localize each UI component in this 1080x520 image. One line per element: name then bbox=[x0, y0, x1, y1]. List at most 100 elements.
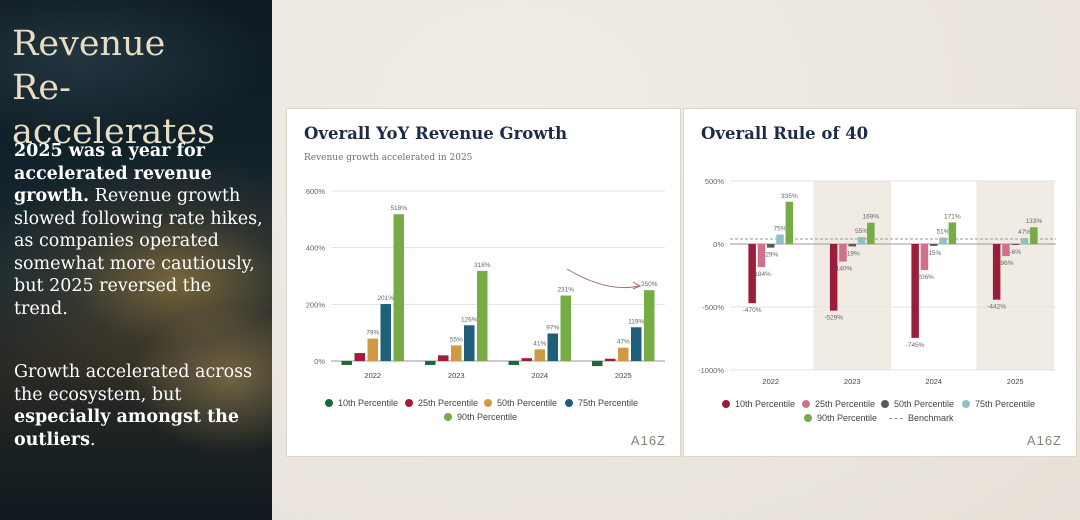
data-label: 41% bbox=[533, 340, 546, 347]
x-tick-label: 2025 bbox=[1007, 377, 1024, 386]
bar-10th-percentile-2025 bbox=[992, 244, 1001, 300]
bar-90th-percentile-2022 bbox=[393, 214, 404, 361]
legend-label: 10th Percentile bbox=[338, 398, 399, 408]
bar-50th-percentile-2025 bbox=[1011, 244, 1019, 245]
bar-25th-percentile-2023 bbox=[438, 355, 449, 361]
bar-10th-percentile-2024 bbox=[911, 244, 919, 338]
y-tick-label: 500% bbox=[705, 177, 725, 186]
background-texture bbox=[0, 0, 272, 140]
legend-50th-percentile: 50th Percentile bbox=[484, 398, 557, 408]
data-label: 47% bbox=[617, 339, 630, 346]
bar-90th-percentile-2023 bbox=[477, 270, 488, 361]
data-label: -745% bbox=[906, 342, 925, 349]
a16z-logo: A16Z bbox=[1026, 433, 1062, 448]
bar-75th-percentile-2025 bbox=[1020, 238, 1029, 244]
revenue-growth-panel: Overall YoY Revenue Growth Revenue growt… bbox=[286, 108, 681, 457]
bar-75th-percentile-2022 bbox=[776, 234, 784, 244]
data-label: 250% bbox=[641, 281, 658, 288]
x-tick-label: 2024 bbox=[531, 371, 548, 380]
data-label: 79% bbox=[366, 330, 379, 337]
legend-label: 90th Percentile bbox=[817, 413, 878, 423]
bar-10th-percentile-2023 bbox=[829, 244, 838, 311]
legend-marker bbox=[802, 400, 810, 408]
bar-25th-percentile-2022 bbox=[757, 244, 766, 268]
bar-75th-percentile-2025 bbox=[631, 327, 642, 361]
legend-marker bbox=[962, 400, 970, 408]
data-label: 171% bbox=[944, 213, 961, 220]
bar-90th-percentile-2025 bbox=[1030, 227, 1038, 244]
chart-title: Overall YoY Revenue Growth bbox=[304, 124, 568, 143]
highlight-2023 bbox=[813, 181, 891, 370]
bar-25th-percentile-2025 bbox=[1002, 244, 1010, 257]
y-tick-label: 600% bbox=[306, 187, 326, 196]
revenue-growth-chart: 600% 400% 200% 0% 79% 201% 518% 2022 55% 126% 318%… bbox=[306, 187, 665, 380]
legend-label: 25th Percentile bbox=[815, 399, 876, 409]
sidebar: Revenue Re-accelerates 2025 was a year f… bbox=[0, 0, 272, 520]
data-label: -29% bbox=[763, 252, 778, 259]
y-tick-label: 0% bbox=[713, 240, 724, 249]
bar-90th-percentile-2023 bbox=[867, 222, 875, 244]
title-line-1: Revenue bbox=[12, 24, 166, 64]
data-label: 133% bbox=[1026, 218, 1043, 225]
data-label: -206% bbox=[915, 274, 934, 281]
data-label: 75% bbox=[774, 226, 787, 233]
y-tick-label: 400% bbox=[306, 244, 326, 253]
intro-rest: Revenue growth slowed following rate hik… bbox=[14, 186, 263, 319]
rule-of-40-panel: Overall Rule of 40 500% 0% -500% -1000% -470… bbox=[683, 108, 1077, 457]
bar-10th-percentile-2022 bbox=[341, 361, 352, 365]
x-tick-label: 2024 bbox=[925, 377, 942, 386]
bar-10th-percentile-2022 bbox=[748, 244, 756, 304]
bar-50th-percentile-2024 bbox=[930, 244, 938, 246]
bar-90th-percentile-2024 bbox=[560, 295, 571, 361]
trend-arrow-line bbox=[566, 268, 640, 289]
x-tick-label: 2025 bbox=[615, 371, 632, 380]
growth-end: . bbox=[89, 429, 96, 450]
data-label: 55% bbox=[855, 228, 868, 235]
legend-marker bbox=[484, 399, 492, 407]
data-label: -184% bbox=[752, 271, 771, 278]
legend-10th-percentile: 10th Percentile bbox=[325, 398, 398, 408]
data-label: -96% bbox=[998, 260, 1013, 267]
legend-label: 50th Percentile bbox=[894, 399, 955, 409]
data-label: 318% bbox=[474, 262, 491, 269]
rule-of-40-chart: 500% 0% -500% -1000% -470% -184% -29% 75% 335% 20… bbox=[698, 177, 1056, 386]
legend-marker bbox=[565, 399, 573, 407]
data-label: -15% bbox=[926, 250, 941, 257]
legend-90th-percentile: 90th Percentile bbox=[444, 412, 517, 422]
data-label: 119% bbox=[628, 318, 644, 325]
legend-label: 75th Percentile bbox=[975, 399, 1036, 409]
data-label: 201% bbox=[377, 295, 394, 302]
y-tick-label: 200% bbox=[306, 300, 326, 309]
data-label: 335% bbox=[781, 193, 798, 200]
background-glow bbox=[0, 150, 272, 410]
bar-75th-percentile-2024 bbox=[939, 237, 947, 244]
legend-25th-percentile: 25th Percentile bbox=[405, 398, 478, 408]
legend-90th-percentile: 90th Percentile bbox=[804, 413, 877, 423]
data-label: 231% bbox=[557, 287, 574, 294]
bar-75th-percentile-2022 bbox=[380, 304, 391, 361]
legend-marker bbox=[881, 400, 889, 408]
data-label: 51% bbox=[937, 229, 950, 236]
highlight-2025 bbox=[976, 181, 1054, 370]
bar-10th-percentile-2023 bbox=[425, 361, 436, 365]
bar-25th-percentile-2023 bbox=[839, 244, 847, 262]
bar-90th-percentile-2022 bbox=[785, 201, 794, 244]
bar-50th-percentile-2025 bbox=[618, 347, 629, 361]
data-label: -529% bbox=[824, 315, 843, 322]
data-label: 518% bbox=[390, 205, 407, 212]
trend-arrowhead bbox=[632, 281, 642, 290]
data-label: 126% bbox=[461, 316, 478, 323]
legend-marker bbox=[722, 400, 730, 408]
bar-25th-percentile-2022 bbox=[354, 353, 365, 361]
x-tick-label: 2023 bbox=[448, 371, 465, 380]
y-tick-label: -1000% bbox=[698, 366, 724, 375]
data-label: 169% bbox=[863, 214, 880, 221]
growth-paragraph: Growth accelerated across the ecosystem,… bbox=[14, 361, 264, 451]
legend-75th-percentile: 75th Percentile bbox=[962, 399, 1035, 409]
chart-subtitle: Revenue growth accelerated in 2025 bbox=[304, 153, 473, 163]
bar-90th-percentile-2025 bbox=[644, 290, 655, 361]
legend-label: Benchmark bbox=[908, 413, 954, 423]
title-line-2: Re-accelerates bbox=[12, 68, 216, 152]
trend-arrow bbox=[566, 268, 642, 290]
intro-bold: 2025 was a year for accelerated revenue … bbox=[14, 141, 212, 206]
